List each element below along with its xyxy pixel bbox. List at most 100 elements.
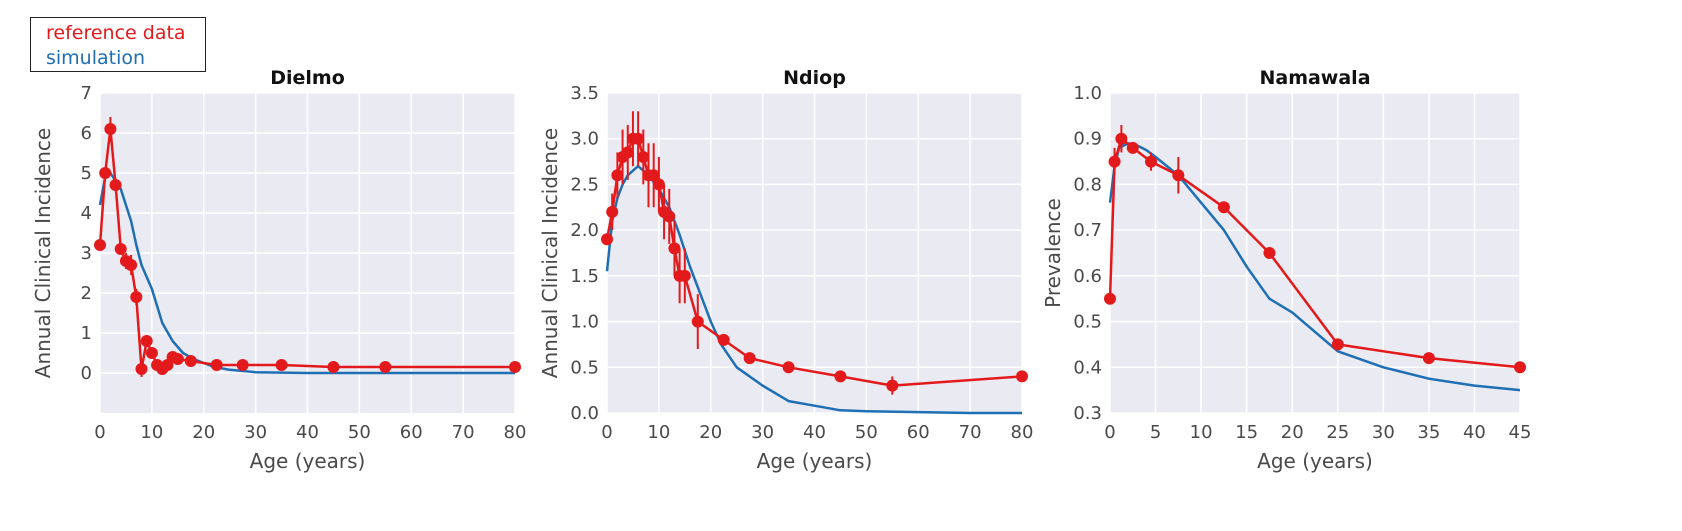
y-axis-label: Annual Clinical Incidence bbox=[538, 128, 562, 378]
legend-entry-reference-data: reference data bbox=[46, 22, 186, 44]
y-tick-label: 0.3 bbox=[1073, 403, 1102, 424]
y-tick-label: 1.5 bbox=[570, 266, 599, 287]
data-point bbox=[130, 291, 143, 303]
data-point bbox=[601, 233, 613, 246]
y-tick-label: 3.0 bbox=[570, 129, 599, 150]
y-tick-label: 1 bbox=[81, 323, 92, 344]
y-tick-label: 0.8 bbox=[1073, 174, 1102, 195]
panel-title: Ndiop bbox=[783, 67, 846, 89]
data-point bbox=[632, 132, 645, 145]
x-tick-label: 70 bbox=[452, 422, 475, 443]
data-point bbox=[834, 370, 847, 383]
x-tick-label: 40 bbox=[803, 422, 826, 443]
data-point bbox=[135, 363, 148, 375]
data-point bbox=[886, 379, 899, 392]
y-tick-label: 6 bbox=[81, 123, 92, 144]
x-tick-label: 70 bbox=[959, 422, 982, 443]
x-tick-label: 15 bbox=[1235, 422, 1258, 443]
data-point bbox=[1331, 338, 1344, 351]
data-point bbox=[1422, 352, 1435, 365]
y-tick-label: 1.0 bbox=[570, 312, 599, 333]
data-point bbox=[327, 361, 340, 373]
x-tick-label: 10 bbox=[140, 422, 163, 443]
y-tick-label: 0.9 bbox=[1073, 129, 1102, 150]
x-axis-label: Age (years) bbox=[1257, 449, 1373, 473]
data-point bbox=[99, 167, 112, 179]
y-tick-label: 2 bbox=[81, 283, 92, 304]
x-tick-label: 20 bbox=[699, 422, 722, 443]
data-point bbox=[668, 242, 681, 255]
data-point bbox=[1108, 155, 1121, 168]
data-point bbox=[1115, 132, 1128, 145]
panel-namawala: 0 5 10 15 20 25 30 35 40 45 0.3 0.4 0.5 0.6 0.7 0.8 0.9 1… bbox=[1041, 67, 1531, 473]
data-point bbox=[1145, 155, 1157, 168]
y-tick-label: 3 bbox=[81, 243, 92, 264]
data-point bbox=[717, 333, 730, 346]
x-tick-label: 30 bbox=[1372, 422, 1395, 443]
data-point bbox=[663, 210, 676, 223]
x-tick-label: 25 bbox=[1326, 422, 1349, 443]
x-tick-label: 30 bbox=[244, 422, 267, 443]
x-tick-label: 60 bbox=[400, 422, 423, 443]
y-tick-label: 0.0 bbox=[570, 403, 599, 424]
data-point bbox=[1514, 361, 1526, 374]
data-point bbox=[678, 269, 691, 282]
y-axis-label: Annual Clinical Incidence bbox=[31, 128, 55, 378]
data-point bbox=[691, 315, 704, 328]
x-axis-label: Age (years) bbox=[757, 449, 873, 473]
data-point bbox=[1172, 169, 1185, 182]
data-point bbox=[125, 259, 138, 271]
y-tick-label: 0 bbox=[81, 363, 92, 384]
data-point bbox=[652, 178, 665, 191]
x-tick-label: 60 bbox=[907, 422, 930, 443]
x-tick-label: 80 bbox=[1011, 422, 1034, 443]
data-point bbox=[140, 335, 153, 347]
y-tick-label: 4 bbox=[81, 203, 92, 224]
legend-entry-simulation: simulation bbox=[46, 47, 146, 69]
data-point bbox=[1016, 370, 1028, 383]
data-point bbox=[611, 169, 624, 182]
x-tick-label: 35 bbox=[1417, 422, 1440, 443]
x-tick-label: 40 bbox=[1463, 422, 1486, 443]
data-point bbox=[379, 361, 392, 373]
data-point bbox=[782, 361, 795, 374]
y-tick-label: 2.0 bbox=[570, 220, 599, 241]
data-point bbox=[637, 151, 650, 163]
panel-title: Namawala bbox=[1259, 67, 1370, 89]
y-tick-label: 2.5 bbox=[570, 174, 599, 195]
data-point bbox=[210, 359, 223, 371]
y-tick-label: 0.5 bbox=[570, 357, 599, 378]
data-point bbox=[621, 146, 634, 159]
y-tick-label: 1.0 bbox=[1073, 83, 1102, 104]
plot-background bbox=[1110, 93, 1520, 413]
data-point bbox=[114, 243, 127, 255]
x-tick-label: 20 bbox=[1281, 422, 1304, 443]
data-point bbox=[1263, 247, 1276, 259]
y-tick-label: 7 bbox=[81, 83, 92, 104]
x-tick-label: 20 bbox=[192, 422, 215, 443]
panel-ndiop: 0 10 20 30 40 50 60 70 80 0.0 0.5 1.0 1.5 2.0 2.5 3.0 3.… bbox=[538, 67, 1033, 473]
data-point bbox=[171, 353, 184, 365]
x-tick-label: 80 bbox=[504, 422, 527, 443]
data-point bbox=[104, 123, 117, 135]
x-tick-label: 0 bbox=[1104, 422, 1115, 443]
x-axis-label: Age (years) bbox=[250, 449, 366, 473]
x-tick-label: 40 bbox=[296, 422, 319, 443]
data-point bbox=[1126, 141, 1139, 154]
data-point bbox=[145, 347, 158, 359]
x-tick-label: 0 bbox=[601, 422, 612, 443]
y-tick-label: 5 bbox=[81, 163, 92, 184]
x-tick-label: 45 bbox=[1509, 422, 1532, 443]
y-tick-label: 0.4 bbox=[1073, 357, 1102, 378]
x-tick-label: 0 bbox=[94, 422, 105, 443]
panel-dielmo: 0 10 20 30 40 50 60 70 80 0 1 2 3 4 5 6 7 Age (years) Annu… bbox=[31, 67, 526, 473]
y-axis-label: Prevalence bbox=[1041, 198, 1065, 308]
data-point bbox=[509, 361, 521, 373]
y-tick-label: 0.7 bbox=[1073, 220, 1102, 241]
data-point bbox=[606, 205, 619, 218]
y-tick-label: 3.5 bbox=[570, 83, 599, 104]
data-point bbox=[647, 169, 660, 182]
data-point bbox=[236, 359, 249, 371]
data-point bbox=[184, 355, 197, 367]
